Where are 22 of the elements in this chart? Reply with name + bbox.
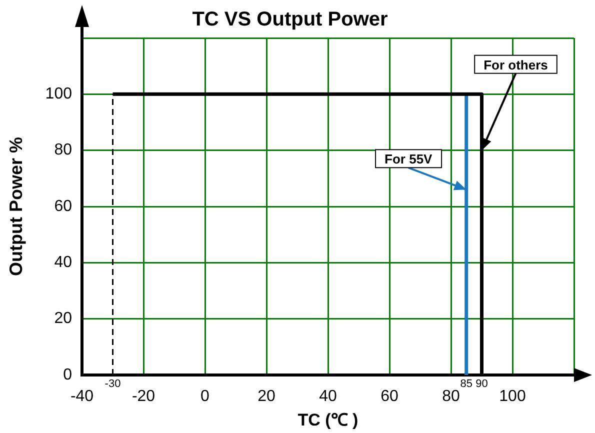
x-tick-label: -40 bbox=[70, 388, 94, 406]
y-tick-label: 100 bbox=[45, 86, 72, 103]
x-tick-label: 100 bbox=[499, 388, 526, 406]
annotation: For others bbox=[484, 57, 548, 72]
y-tick-label: 20 bbox=[54, 310, 72, 328]
annotation: 90 bbox=[476, 378, 488, 390]
y-axis-title: Output Power % bbox=[6, 137, 26, 276]
x-tick-label: -20 bbox=[132, 388, 156, 406]
annotation: For 55V bbox=[384, 152, 433, 167]
chart-title: TC VS Output Power bbox=[192, 8, 388, 31]
x-tick-label: 20 bbox=[258, 388, 276, 406]
x-tick-label: 80 bbox=[442, 388, 460, 406]
x-tick-label: 60 bbox=[380, 388, 398, 406]
y-tick-label: 40 bbox=[54, 254, 72, 272]
annotation: 85 bbox=[460, 378, 472, 390]
y-tick-label: 60 bbox=[54, 198, 72, 215]
x-axis-title: TC (℃ ) bbox=[298, 410, 358, 430]
x-tick-label: 0 bbox=[200, 388, 210, 406]
y-tick-label: 0 bbox=[63, 366, 72, 384]
y-tick-label: 80 bbox=[54, 142, 72, 159]
x-tick-label: 40 bbox=[319, 388, 337, 406]
annotation: -30 bbox=[104, 378, 121, 390]
